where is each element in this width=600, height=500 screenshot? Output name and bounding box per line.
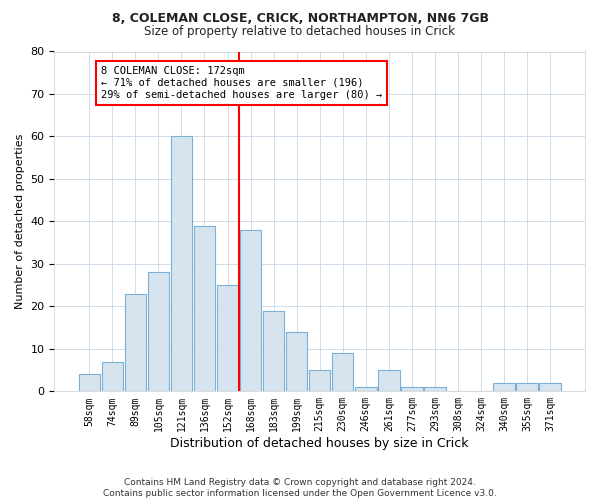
Bar [263,310,284,392]
Bar [401,387,422,392]
Bar [171,136,192,392]
X-axis label: Distribution of detached houses by size in Crick: Distribution of detached houses by size … [170,437,469,450]
Bar [217,285,238,392]
Y-axis label: Number of detached properties: Number of detached properties [15,134,25,309]
Text: 8, COLEMAN CLOSE, CRICK, NORTHAMPTON, NN6 7GB: 8, COLEMAN CLOSE, CRICK, NORTHAMPTON, NN… [112,12,488,26]
Bar [517,383,538,392]
Bar [493,383,515,392]
Bar [332,353,353,392]
Bar [148,272,169,392]
Bar [101,362,123,392]
Bar [79,374,100,392]
Bar [378,370,400,392]
Text: 8 COLEMAN CLOSE: 172sqm
← 71% of detached houses are smaller (196)
29% of semi-d: 8 COLEMAN CLOSE: 172sqm ← 71% of detache… [101,66,382,100]
Bar [286,332,307,392]
Bar [424,387,446,392]
Bar [309,370,331,392]
Bar [539,383,561,392]
Text: Size of property relative to detached houses in Crick: Size of property relative to detached ho… [145,25,455,38]
Text: Contains HM Land Registry data © Crown copyright and database right 2024.
Contai: Contains HM Land Registry data © Crown c… [103,478,497,498]
Bar [194,226,215,392]
Bar [355,387,377,392]
Bar [240,230,261,392]
Bar [125,294,146,392]
